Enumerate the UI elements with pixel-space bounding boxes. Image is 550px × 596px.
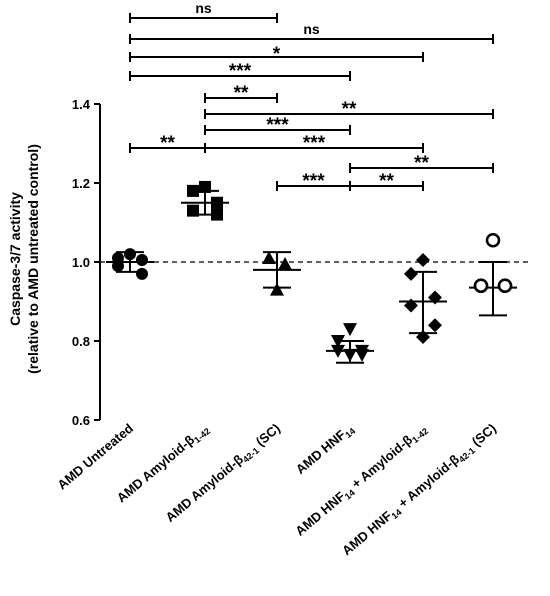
- data-point: [416, 330, 430, 345]
- y-tick-label: 1.2: [72, 176, 90, 191]
- significance-label: **: [160, 133, 175, 154]
- y-tick-label: 0.6: [72, 413, 90, 428]
- group-0: [106, 248, 154, 280]
- bracket-5: **: [204, 99, 494, 120]
- x-tick-label-part: AMD Untreated: [54, 420, 136, 492]
- x-tick-label-0: AMD Untreated: [54, 420, 136, 492]
- y-ticks: 0.6 0.8 1.0 1.2 1.4: [72, 97, 100, 428]
- significance-label: ***: [266, 115, 289, 136]
- x-tick-label-part: + Amyloid-β: [346, 432, 415, 494]
- data-point: [343, 323, 357, 337]
- data-point: [124, 248, 136, 261]
- data-point: [331, 344, 345, 358]
- x-tick-label-part: 14: [343, 488, 357, 502]
- y-tick-label: 1.4: [72, 97, 91, 112]
- data-point: [331, 335, 345, 348]
- bracket-7: ***: [204, 133, 424, 154]
- data-point: [485, 233, 501, 248]
- data-point: [416, 253, 430, 268]
- x-tick-label-part: 14: [343, 426, 357, 440]
- x-tick-label-part: AMD HNF: [293, 427, 349, 477]
- data-point: [187, 204, 199, 217]
- data-point: [428, 318, 442, 333]
- x-tick-label-part: + Amyloid-β: [393, 452, 462, 514]
- x-tick-label-part: (SC): [466, 421, 499, 452]
- significance-label: ns: [303, 21, 320, 37]
- x-tick-label-3: AMD HNF14: [293, 421, 358, 479]
- data-point: [136, 267, 148, 280]
- x-tick-label-part: 1-42: [192, 426, 212, 445]
- significance-label: ns: [195, 0, 212, 16]
- significance-label: **: [379, 171, 394, 192]
- data-point: [278, 256, 292, 270]
- bracket-3: ***: [129, 61, 351, 82]
- bracket-8: **: [129, 133, 206, 154]
- x-tick-label-part: (SC): [250, 421, 283, 452]
- x-tick-label-part: AMD HNF: [339, 508, 395, 558]
- x-tick-label-2: AMD Amyloid-β42-1 (SC): [163, 421, 285, 527]
- data-point: [262, 251, 276, 265]
- data-point: [187, 184, 199, 197]
- x-tick-label-part: 14: [389, 507, 403, 521]
- x-tick-label-part: 1-42: [410, 426, 430, 445]
- bracket-6: ***: [204, 115, 351, 136]
- significance-label: ***: [229, 61, 252, 82]
- bracket-0: ns: [129, 0, 278, 23]
- data-point: [355, 348, 369, 362]
- x-tick-label-part: AMD Amyloid-β: [163, 452, 246, 525]
- data-point: [199, 180, 211, 193]
- data-point: [404, 298, 418, 313]
- bracket-2: *: [129, 44, 424, 65]
- significance-label: ***: [302, 171, 325, 192]
- data-point: [404, 266, 418, 281]
- data-point: [211, 196, 223, 209]
- data-point: [211, 208, 223, 221]
- bracket-9: **: [349, 153, 494, 174]
- data-point: [270, 282, 284, 296]
- significance-label: **: [414, 153, 429, 174]
- bracket-11: **: [349, 171, 424, 192]
- x-tick-label-4: AMD HNF14 + Amyloid-β1-42: [292, 421, 430, 541]
- group-3: [326, 323, 374, 364]
- y-tick-label: 1.0: [72, 255, 90, 270]
- data-point: [428, 290, 442, 305]
- group-4: [399, 253, 447, 345]
- significance-label: **: [234, 83, 249, 104]
- significance-label: **: [342, 99, 357, 120]
- x-tick-label-part: AMD HNF: [292, 489, 348, 539]
- data-groups: [106, 180, 517, 364]
- data-point: [136, 254, 148, 267]
- bracket-1: ns: [129, 21, 494, 44]
- group-2: [253, 251, 301, 296]
- data-point: [497, 278, 513, 293]
- data-point: [343, 348, 357, 362]
- group-1: [181, 180, 229, 221]
- data-point: [473, 278, 489, 293]
- y-axis-label-line2: (relative to AMD untreated control): [25, 144, 41, 374]
- group-5: [469, 233, 517, 317]
- bracket-10: ***: [276, 171, 351, 192]
- significance-label: ***: [303, 133, 326, 154]
- data-point: [112, 259, 124, 272]
- y-axis-label-line1: Caspase-3/7 activity: [7, 192, 23, 326]
- significance-label: *: [273, 44, 281, 65]
- bracket-4: **: [204, 83, 278, 104]
- y-tick-label: 0.8: [72, 334, 90, 349]
